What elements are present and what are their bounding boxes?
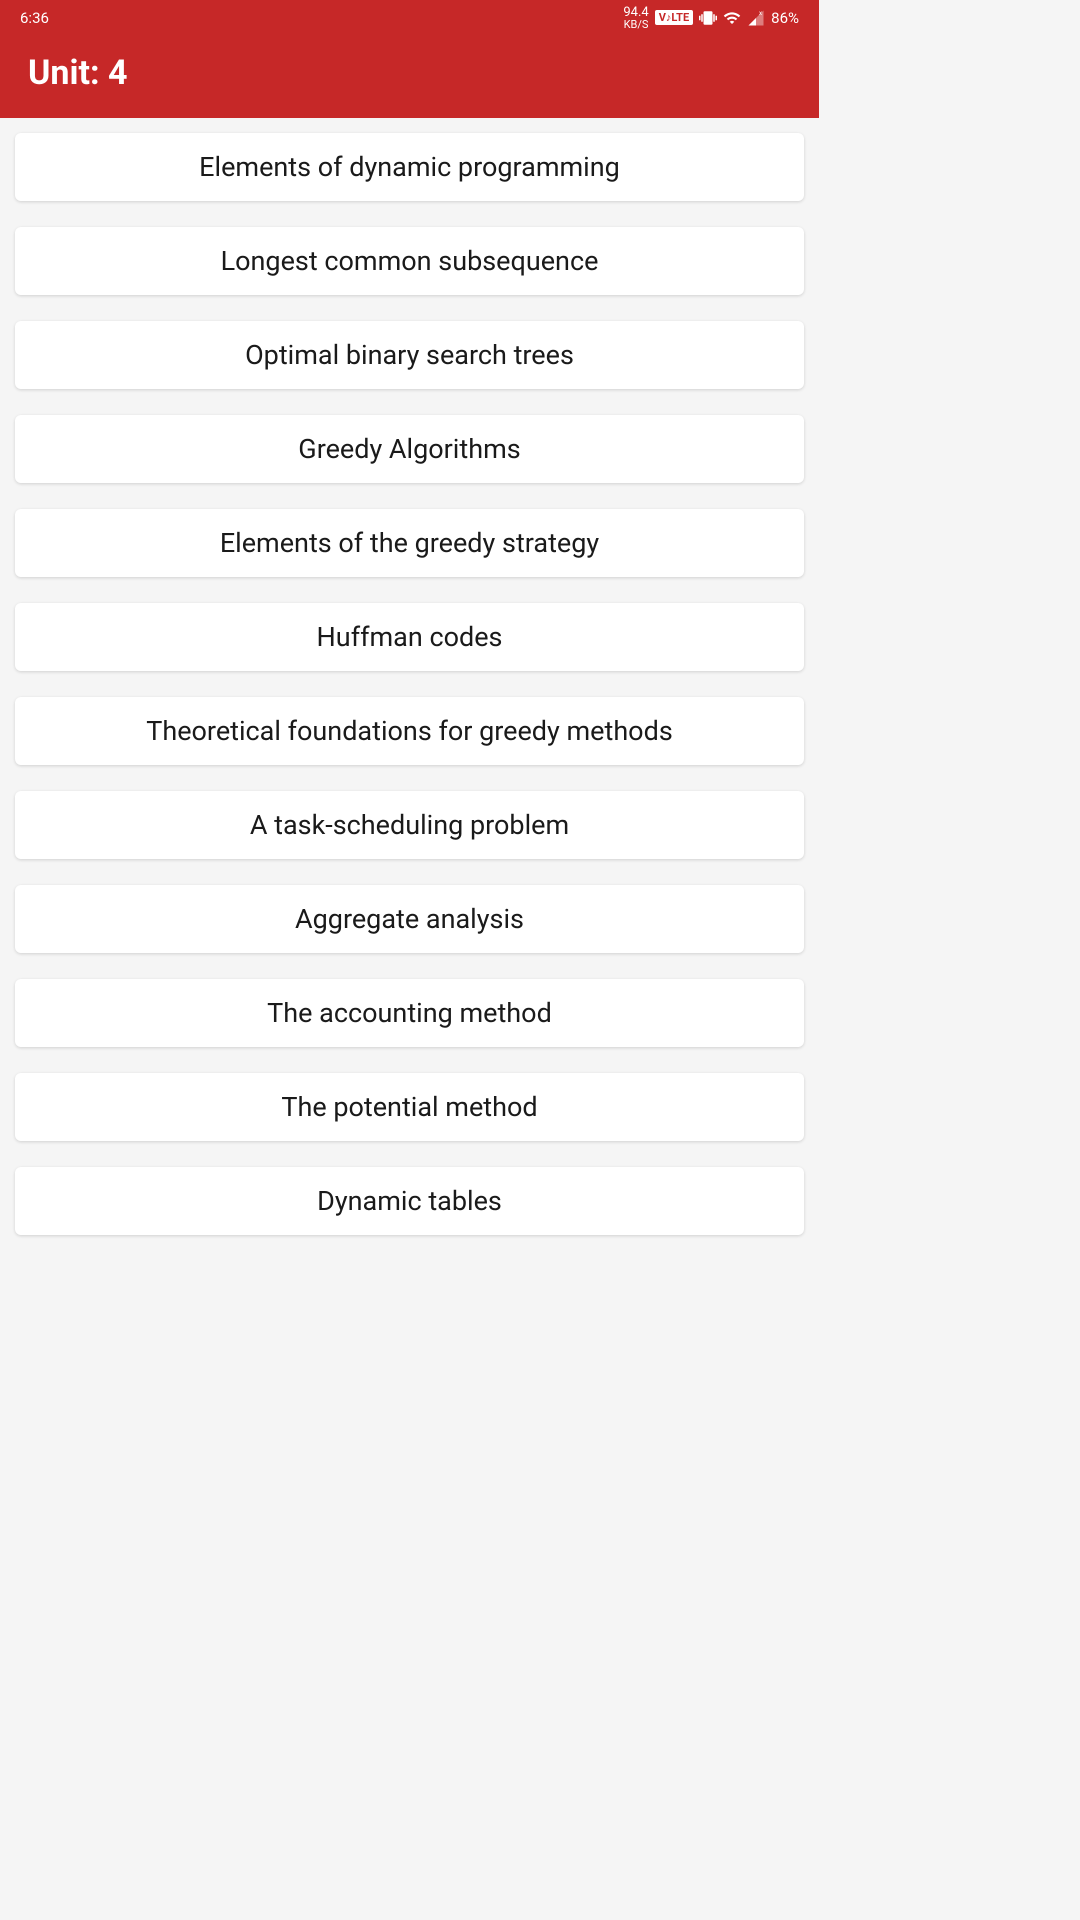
page-title: Unit: 4 — [28, 53, 791, 93]
speed-unit: KB/S — [624, 19, 649, 30]
status-left: 6:36 — [20, 9, 49, 27]
topic-item[interactable]: The potential method — [15, 1073, 804, 1141]
svg-text:x: x — [759, 10, 762, 17]
volte-badge: V♪LTE — [655, 10, 693, 25]
battery-percent: 86% — [771, 9, 799, 27]
topic-list: Elements of dynamic programming Longest … — [0, 118, 819, 1250]
signal-icon: x — [747, 9, 765, 27]
topic-item[interactable]: Greedy Algorithms — [15, 415, 804, 483]
topic-item[interactable]: Longest common subsequence — [15, 227, 804, 295]
vibrate-icon — [699, 9, 717, 27]
status-time: 6:36 — [20, 9, 49, 27]
topic-item[interactable]: Theoretical foundations for greedy metho… — [15, 697, 804, 765]
topic-item[interactable]: A task-scheduling problem — [15, 791, 804, 859]
status-bar: 6:36 94.4 KB/S V♪LTE x 86% — [0, 0, 819, 35]
topic-item[interactable]: Elements of the greedy strategy — [15, 509, 804, 577]
speed-value: 94.4 — [623, 6, 648, 19]
status-right: 94.4 KB/S V♪LTE x 86% — [623, 6, 799, 30]
network-speed: 94.4 KB/S — [623, 6, 648, 30]
topic-item[interactable]: Dynamic tables — [15, 1167, 804, 1235]
topic-item[interactable]: Elements of dynamic programming — [15, 133, 804, 201]
topic-item[interactable]: Optimal binary search trees — [15, 321, 804, 389]
topic-item[interactable]: Huffman codes — [15, 603, 804, 671]
topic-item[interactable]: The accounting method — [15, 979, 804, 1047]
topic-item[interactable]: Aggregate analysis — [15, 885, 804, 953]
app-header: Unit: 4 — [0, 35, 819, 118]
wifi-icon — [723, 9, 741, 27]
